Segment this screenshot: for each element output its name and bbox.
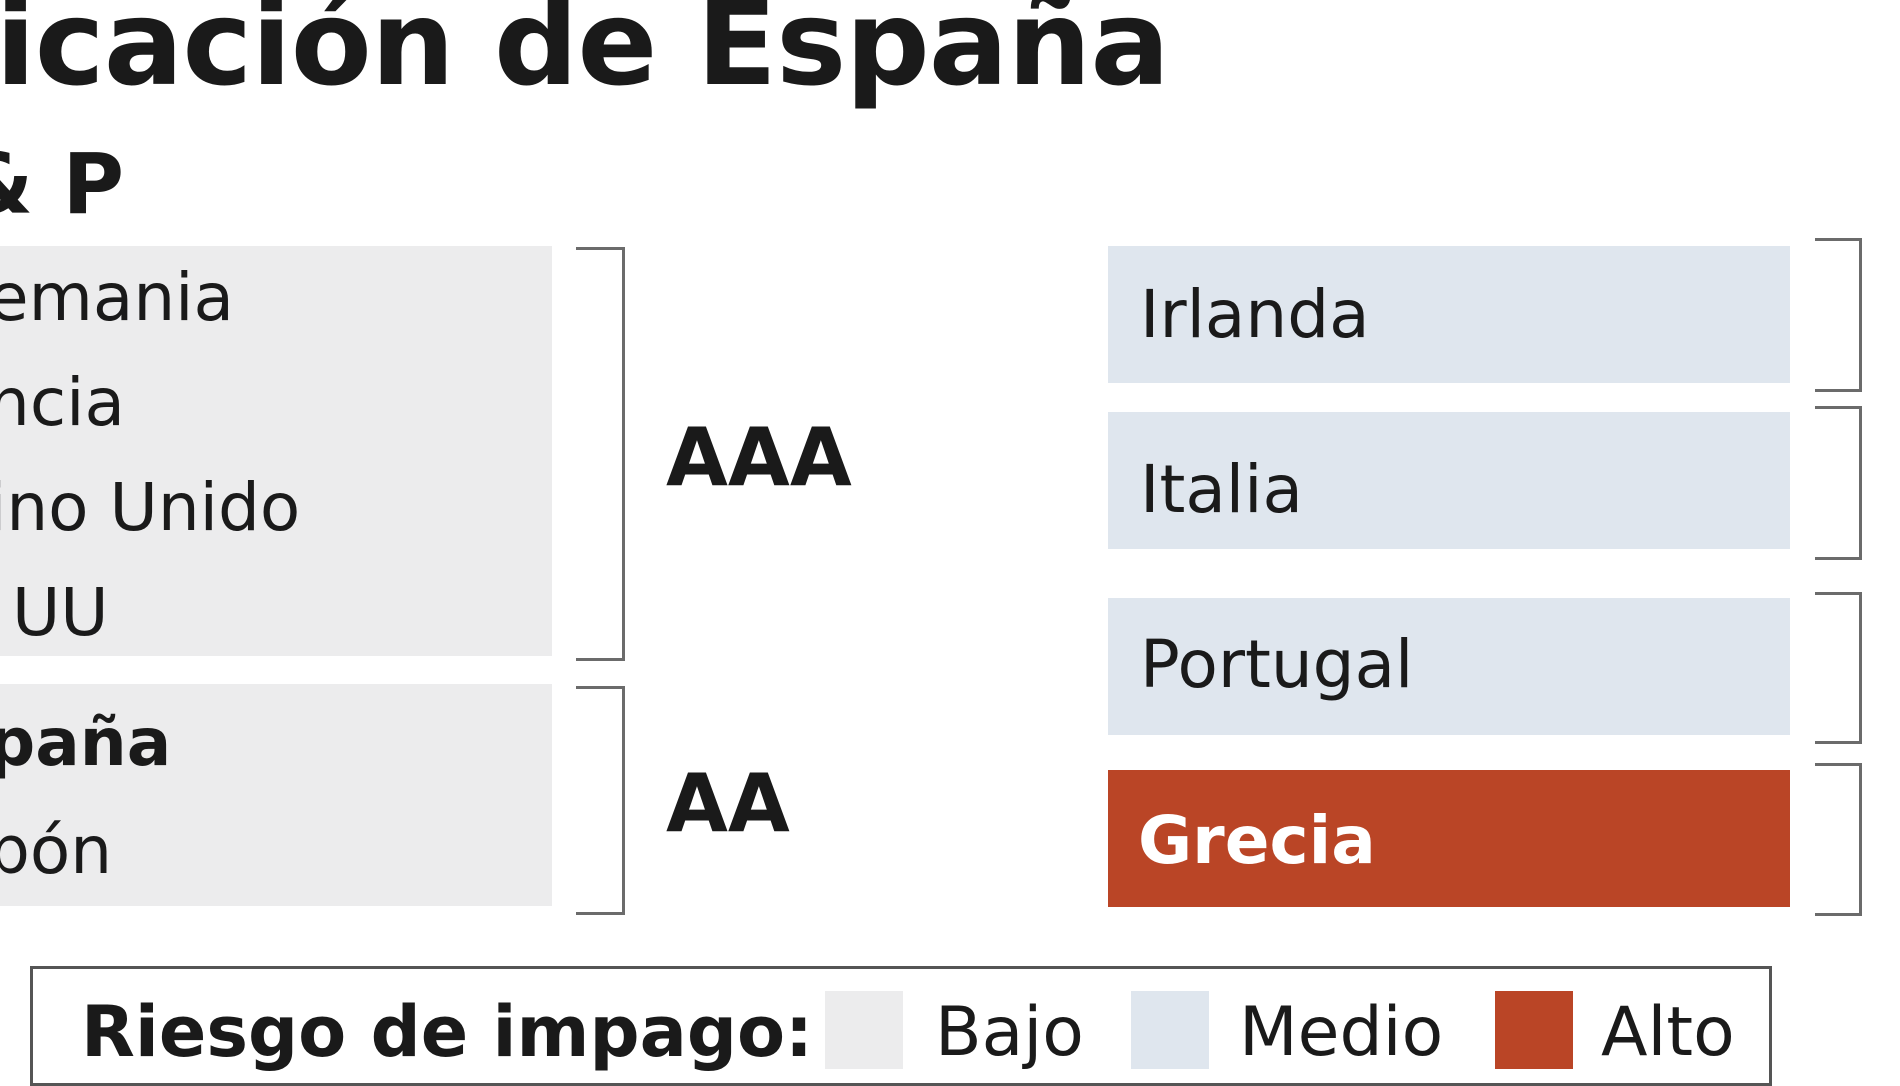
country-label: pón [0, 812, 113, 889]
country-bracket [1815, 592, 1862, 744]
legend-label-medium: Medio [1239, 993, 1444, 1072]
legend-title: Riesgo de impago: [81, 991, 814, 1073]
chart-title: ficación de España [0, 0, 1170, 112]
legend-label-high: Alto [1601, 993, 1735, 1072]
legend-swatch-low [825, 991, 903, 1069]
country-label: UU [12, 574, 109, 651]
country-label-grecia: Grecia [1138, 802, 1376, 879]
group-aaa-box [0, 246, 552, 656]
legend-label-low: Bajo [935, 993, 1084, 1072]
country-box-grecia [1108, 770, 1790, 907]
legend-swatch-medium [1131, 991, 1209, 1069]
country-bracket [1815, 238, 1862, 392]
country-label: emania [0, 259, 234, 336]
country-label-irlanda: Irlanda [1140, 276, 1370, 353]
legend: Riesgo de impago: Bajo Medio Alto [30, 966, 1772, 1086]
country-label-portugal: Portugal [1140, 626, 1414, 703]
country-label-spain: paña [0, 704, 172, 781]
group-aaa-bracket [576, 247, 625, 661]
chart-subtitle: & P [0, 135, 125, 233]
country-label: ncia [0, 364, 125, 441]
country-bracket [1815, 763, 1862, 916]
legend-swatch-high [1495, 991, 1573, 1069]
country-label: ino Unido [0, 469, 301, 546]
rating-aaa: AAA [666, 411, 852, 504]
country-box-italia [1108, 412, 1790, 549]
group-aa-bracket [576, 686, 625, 915]
rating-aa: AA [666, 757, 790, 850]
country-label-italia: Italia [1140, 451, 1303, 528]
country-box-portugal [1108, 598, 1790, 735]
country-box-irlanda [1108, 246, 1790, 383]
group-aa-box [0, 684, 552, 906]
country-bracket [1815, 406, 1862, 560]
